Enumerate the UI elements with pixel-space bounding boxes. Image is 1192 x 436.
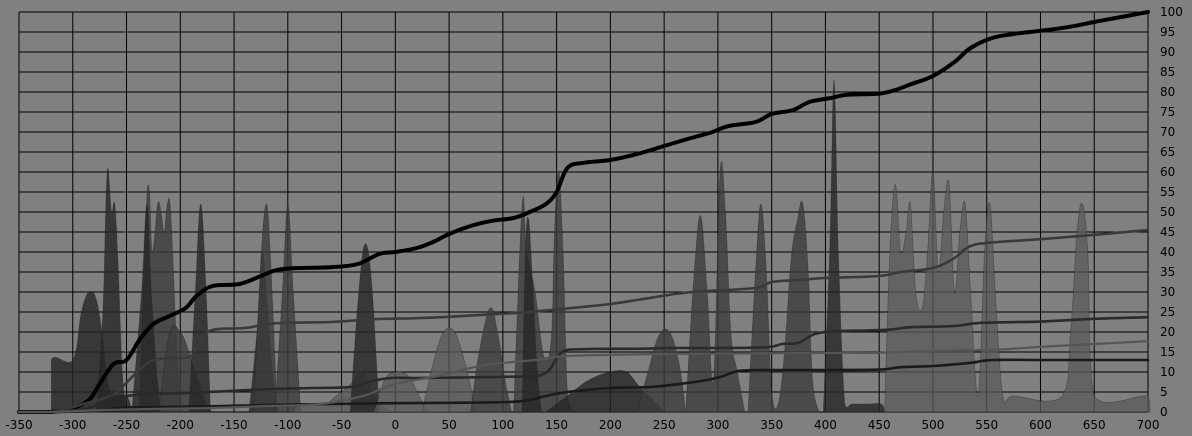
y-tick-label: 25 bbox=[1160, 305, 1175, 319]
x-tick-label: 50 bbox=[441, 418, 456, 432]
y-tick-label: 85 bbox=[1160, 65, 1175, 79]
area-peak bbox=[884, 171, 1151, 413]
x-tick-label: 600 bbox=[1029, 418, 1052, 432]
area-peak bbox=[274, 203, 302, 413]
y-tick-label: 45 bbox=[1160, 225, 1175, 239]
x-tick-label: 400 bbox=[814, 418, 837, 432]
y-axis: 0 5 10 15 20 25 30 35 40 45 50 55 60 65 70 75 80 85 90 95 10… bbox=[1160, 5, 1183, 419]
area-peak bbox=[822, 79, 886, 413]
x-tick-label: -350 bbox=[5, 418, 32, 432]
x-tick-label: 650 bbox=[1083, 418, 1106, 432]
area-peak bbox=[636, 328, 687, 413]
y-tick-label: 65 bbox=[1160, 145, 1175, 159]
x-tick-label: 350 bbox=[760, 418, 783, 432]
y-tick-label: 35 bbox=[1160, 265, 1175, 279]
x-tick-label: 0 bbox=[392, 418, 400, 432]
area-peak bbox=[685, 161, 746, 413]
x-tick-label: 700 bbox=[1137, 418, 1160, 432]
x-tick-label: -100 bbox=[274, 418, 301, 432]
x-tick-label: 300 bbox=[706, 418, 729, 432]
y-tick-label: 20 bbox=[1160, 325, 1175, 339]
area-peak bbox=[421, 327, 477, 413]
x-tick-label: 150 bbox=[545, 418, 568, 432]
x-tick-label: 100 bbox=[491, 418, 514, 432]
y-tick-label: 40 bbox=[1160, 245, 1175, 259]
area-peak bbox=[349, 243, 380, 413]
area-series-group bbox=[50, 79, 1151, 413]
area-peak bbox=[188, 203, 211, 413]
y-tick-label: 10 bbox=[1160, 365, 1175, 379]
y-tick-label: 30 bbox=[1160, 285, 1175, 299]
y-tick-label: 55 bbox=[1160, 185, 1175, 199]
y-tick-label: 15 bbox=[1160, 345, 1175, 359]
x-tick-label: -50 bbox=[332, 418, 352, 432]
x-tick-label: -250 bbox=[113, 418, 140, 432]
x-tick-label: 250 bbox=[653, 418, 676, 432]
x-tick-label: 550 bbox=[975, 418, 998, 432]
series-line-line3 bbox=[17, 315, 1150, 414]
y-tick-label: 100 bbox=[1160, 5, 1183, 19]
series-line-line4 bbox=[17, 358, 1150, 414]
area-peak bbox=[470, 307, 512, 413]
x-tick-label: 500 bbox=[921, 418, 944, 432]
y-tick-label: 80 bbox=[1160, 85, 1175, 99]
y-tick-label: 50 bbox=[1160, 205, 1175, 219]
series-line-line5 bbox=[17, 340, 1150, 414]
series-line-line2 bbox=[17, 228, 1150, 414]
x-tick-label: 450 bbox=[868, 418, 891, 432]
y-tick-label: 75 bbox=[1160, 105, 1175, 119]
y-tick-label: 95 bbox=[1160, 25, 1175, 39]
x-axis: -350 -300 -250 -200 -150 -100 -50 0 50 100 150 200 2… bbox=[5, 418, 1159, 432]
line-series-group bbox=[17, 10, 1150, 414]
y-tick-label: 60 bbox=[1160, 165, 1175, 179]
y-tick-label: 70 bbox=[1160, 125, 1175, 139]
series-line-main bbox=[17, 10, 1150, 414]
x-tick-label: -150 bbox=[220, 418, 247, 432]
y-tick-label: 90 bbox=[1160, 45, 1175, 59]
y-tick-label: 0 bbox=[1160, 405, 1168, 419]
x-tick-label: 200 bbox=[599, 418, 622, 432]
x-tick-label: -200 bbox=[167, 418, 194, 432]
area-peak bbox=[95, 168, 127, 413]
y-tick-label: 5 bbox=[1160, 385, 1168, 399]
x-tick-label: -300 bbox=[59, 418, 86, 432]
